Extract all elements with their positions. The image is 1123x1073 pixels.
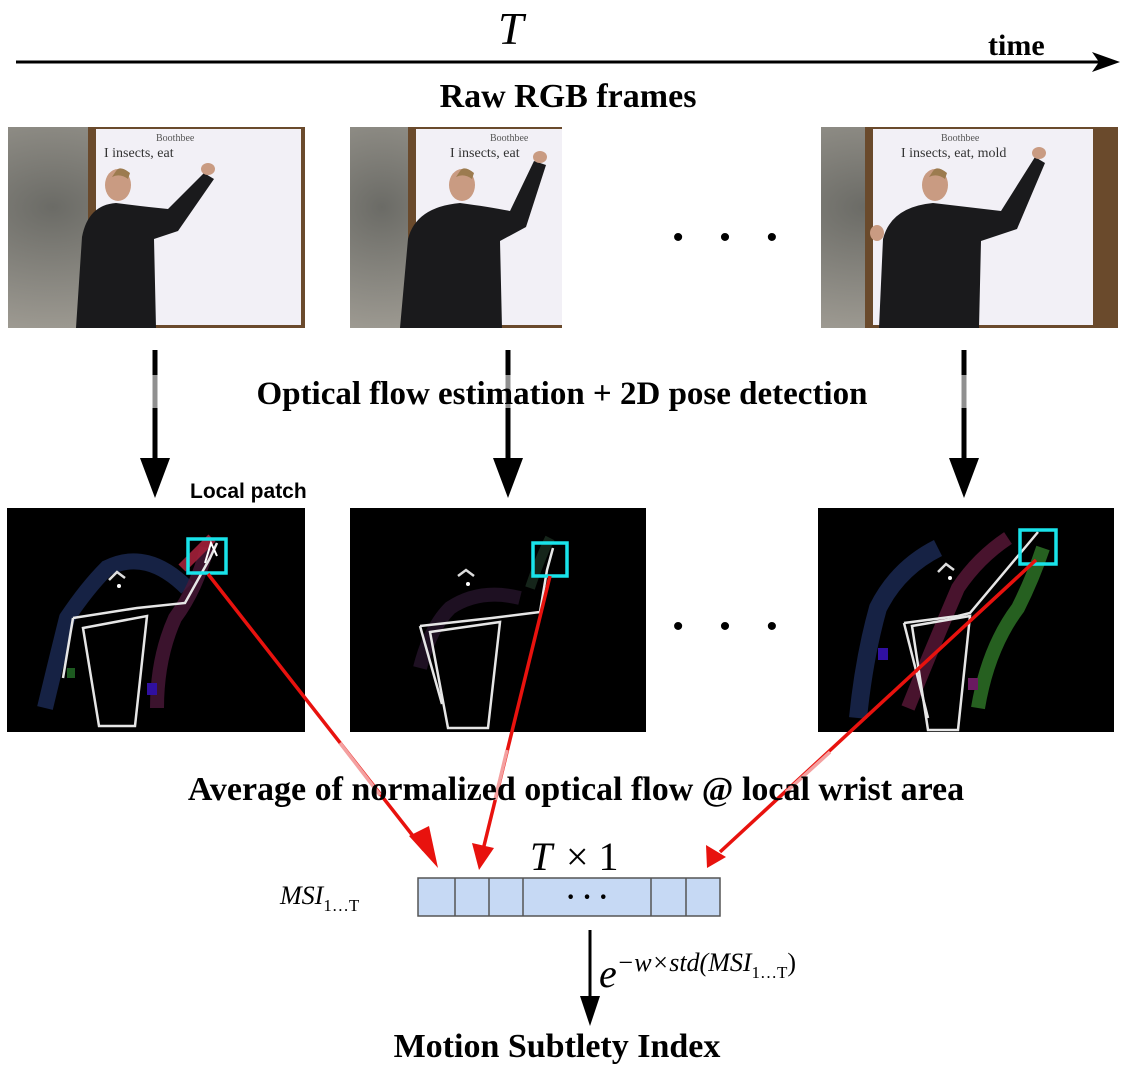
local-patch-box bbox=[186, 537, 228, 575]
average-flow-label: Average of normalized optical flow @ loc… bbox=[188, 771, 964, 808]
board-line: I insects, eat, mold bbox=[901, 146, 1006, 161]
flow-frame-1 bbox=[7, 508, 305, 732]
vector-size-times-one: × 1 bbox=[566, 834, 619, 879]
ellipsis-middle: • • • bbox=[673, 610, 791, 643]
down-arrow-2 bbox=[493, 350, 523, 498]
board-heading: Boothbee bbox=[941, 133, 980, 144]
raw-frames-label: Raw RGB frames bbox=[440, 78, 697, 115]
rgb-frame-2: Boothbee I insects, eat bbox=[350, 127, 562, 328]
vector-size-T: T bbox=[530, 834, 555, 879]
flow-pose-label: Optical flow estimation + 2D pose detect… bbox=[257, 376, 868, 412]
vector-cell-ellipsis: · · · bbox=[566, 882, 608, 913]
time-axis: T time bbox=[16, 3, 1120, 72]
flow-frame-3 bbox=[818, 508, 1114, 732]
vector-size-label: T × 1 bbox=[530, 834, 619, 879]
msi-vector: · · · bbox=[417, 877, 721, 917]
red-arrow-1 bbox=[206, 572, 438, 868]
msi-label: MSI1…T bbox=[279, 881, 360, 915]
red-arrow-2 bbox=[472, 575, 552, 870]
result-label: Motion Subtlety Index bbox=[394, 1028, 721, 1065]
local-patch-label: Local patch bbox=[190, 480, 307, 503]
ellipsis-top: • • • bbox=[673, 221, 791, 254]
red-arrow-3 bbox=[706, 558, 1038, 868]
T-symbol: T bbox=[498, 3, 527, 54]
final-arrow bbox=[580, 930, 600, 1026]
board-heading: Boothbee bbox=[490, 133, 529, 144]
board-line: I insects, eat bbox=[450, 146, 520, 161]
subtlety-formula: e−w×std(MSI1…T) bbox=[599, 948, 796, 996]
local-patch-box bbox=[1018, 528, 1058, 566]
down-arrow-1 bbox=[140, 350, 170, 498]
rgb-frame-1: Boothbee I insects, eat bbox=[8, 127, 305, 328]
down-arrow-3 bbox=[949, 350, 979, 498]
rgb-frame-3: Boothbee I insects, eat, mold bbox=[821, 127, 1118, 328]
board-heading: Boothbee bbox=[156, 133, 195, 144]
board-line: I insects, eat bbox=[104, 146, 174, 161]
time-label: time bbox=[988, 29, 1045, 62]
flow-frame-2 bbox=[350, 508, 646, 732]
